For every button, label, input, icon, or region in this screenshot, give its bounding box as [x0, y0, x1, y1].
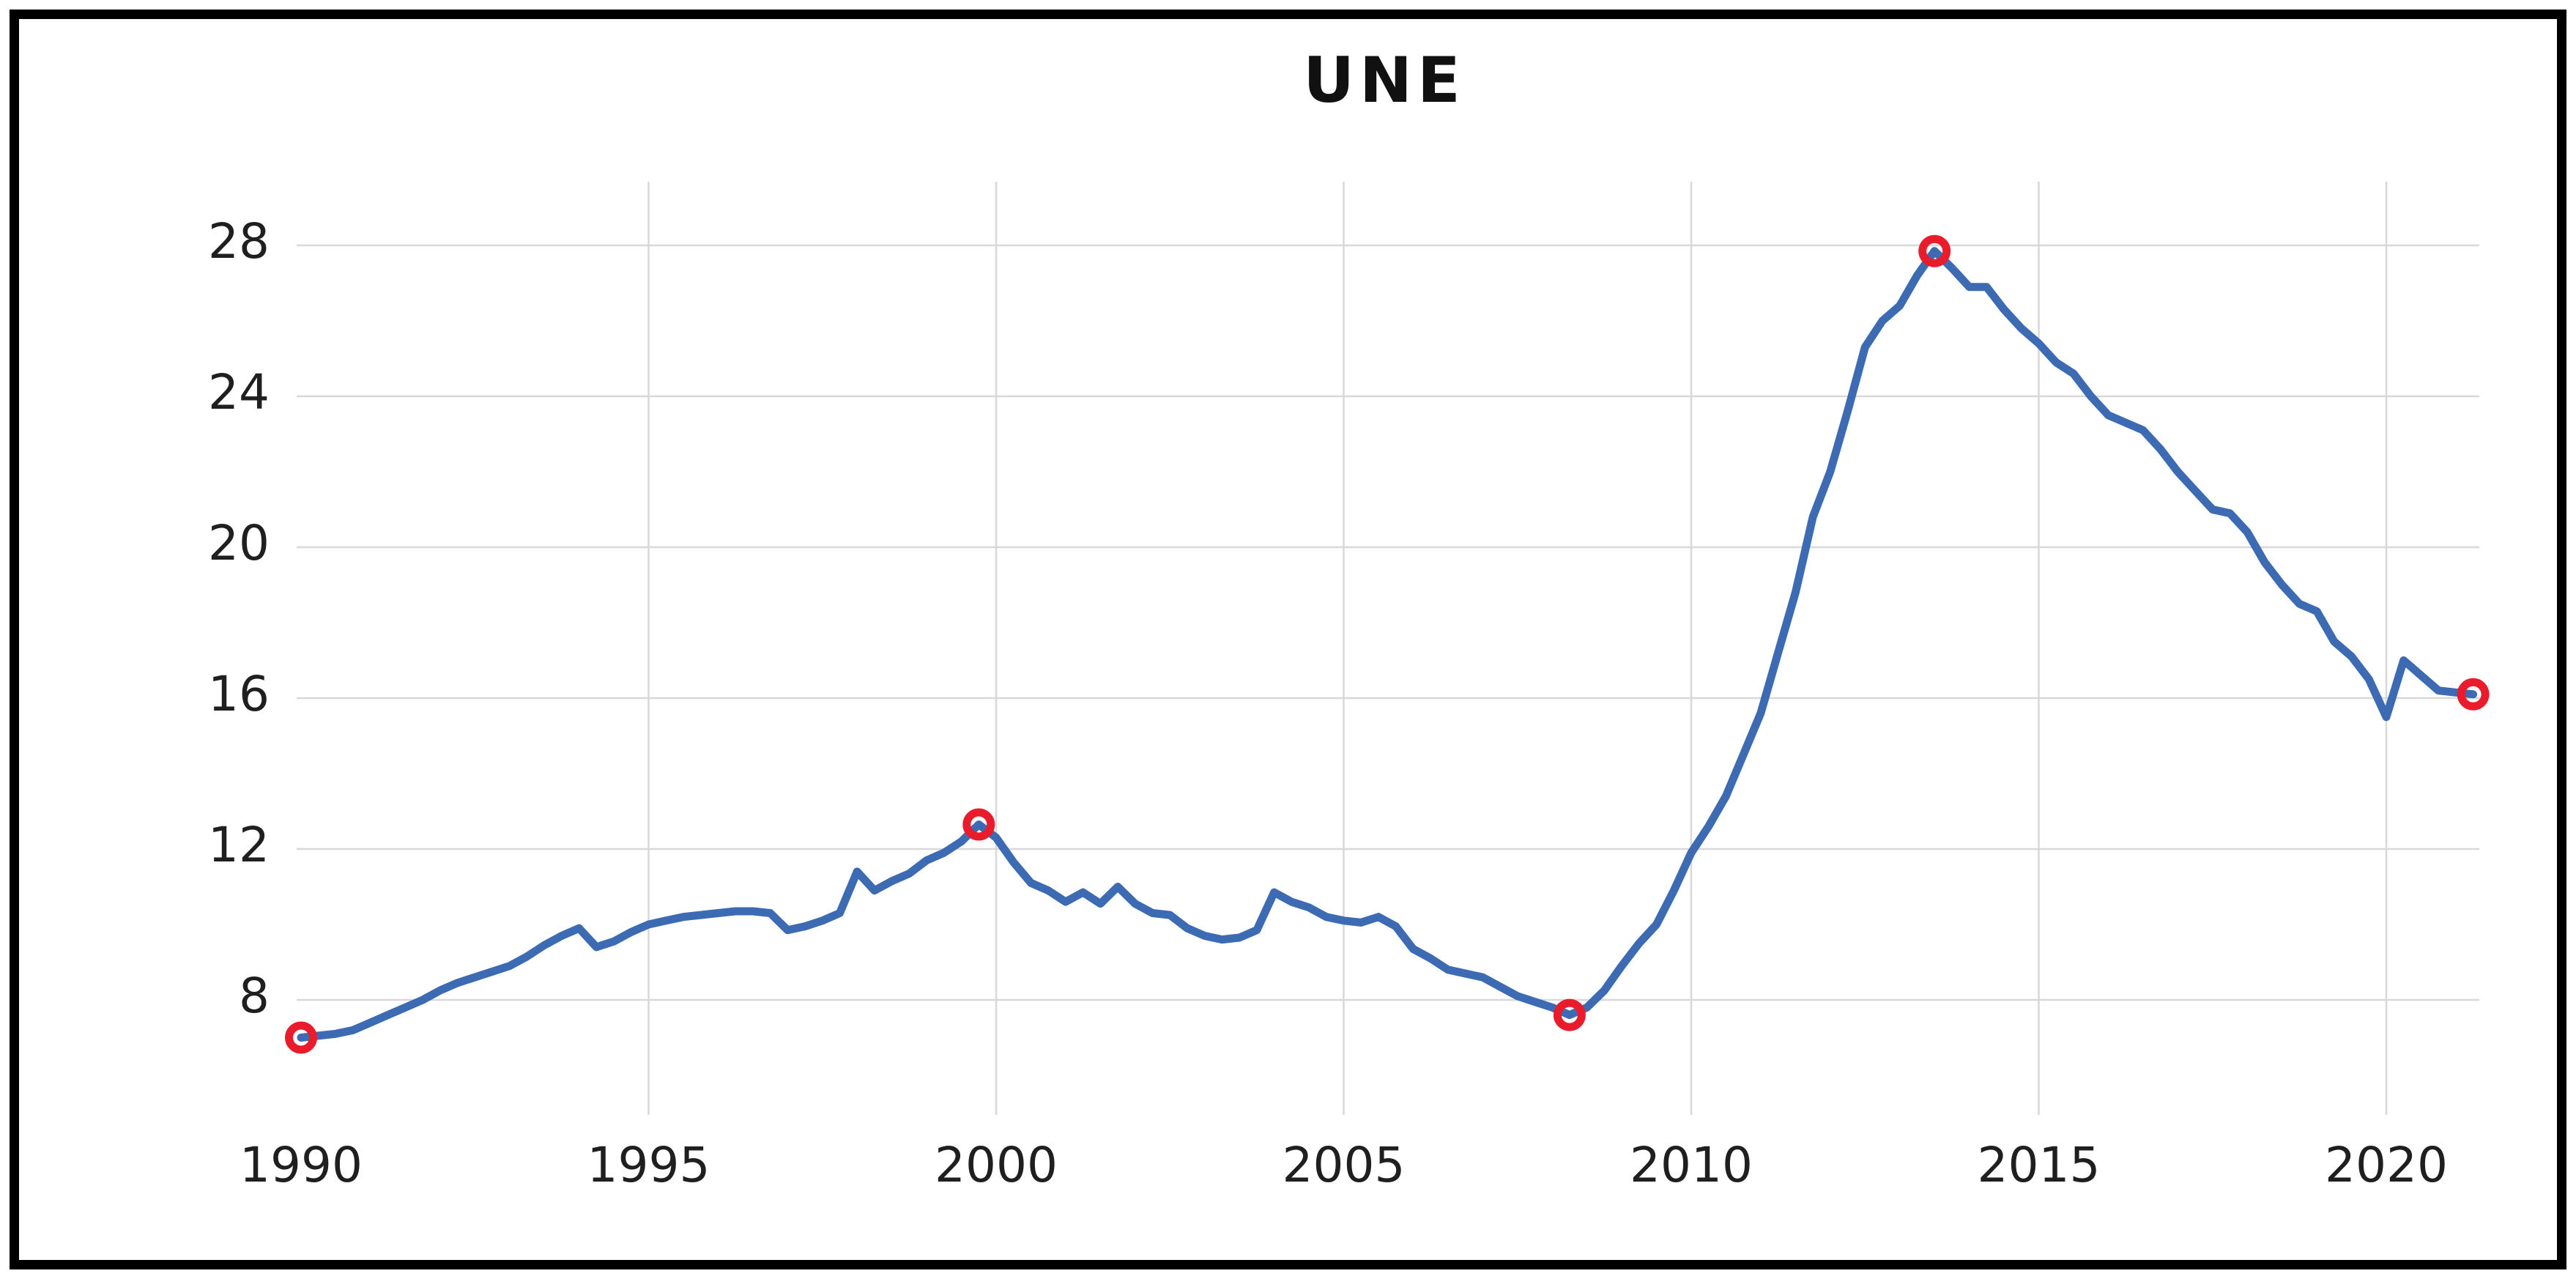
- y-tick-label: 16: [208, 666, 270, 722]
- x-tick-label: 1995: [587, 1137, 710, 1193]
- x-tick-label: 2015: [1978, 1137, 2101, 1193]
- x-tick-label: 2010: [1630, 1137, 1753, 1193]
- y-axis-labels: 8 12 16 20 24 28: [208, 213, 270, 1024]
- unemployment-line: [297, 247, 2478, 1042]
- series-layer: [297, 247, 2478, 1042]
- extremum-marker: [2457, 678, 2490, 711]
- chart-title: UNE: [1303, 44, 1466, 117]
- extremum-marker: [1553, 998, 1586, 1031]
- chart-border: [10, 10, 2566, 1269]
- y-tick-label: 12: [208, 817, 270, 873]
- extremum-marker: [962, 808, 995, 841]
- y-tick-label: 28: [208, 213, 270, 270]
- y-tick-label: 20: [208, 515, 270, 571]
- markers-layer: [285, 234, 2490, 1054]
- x-tick-label: 2000: [935, 1137, 1058, 1193]
- extremum-marker: [1918, 234, 1951, 267]
- x-tick-label: 1990: [240, 1137, 363, 1193]
- gridlines-layer: [297, 182, 2479, 1115]
- x-tick-label: 2005: [1283, 1137, 1406, 1193]
- y-tick-label: 24: [208, 364, 270, 420]
- extremum-marker: [285, 1021, 317, 1054]
- y-tick-label: 8: [239, 968, 270, 1024]
- x-tick-label: 2020: [2325, 1137, 2448, 1193]
- x-axis-labels: 1990 1995 2000 2005 2010 2015 2020: [240, 1137, 2448, 1193]
